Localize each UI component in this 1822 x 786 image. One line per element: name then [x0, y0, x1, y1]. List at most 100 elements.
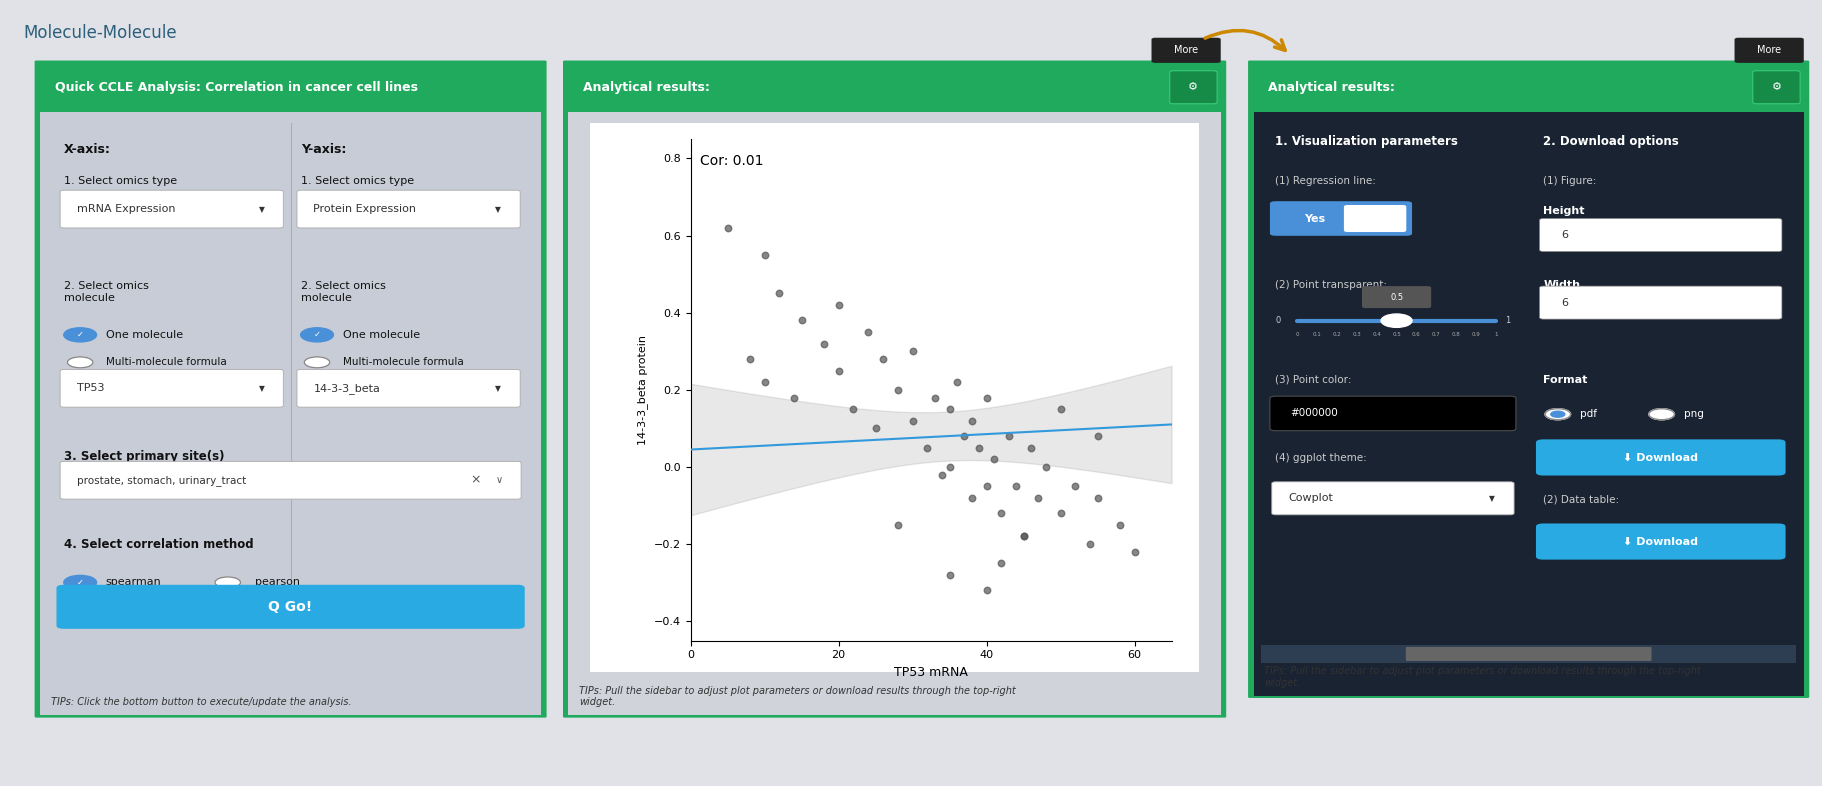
- Text: ▼: ▼: [259, 384, 264, 393]
- Point: [1082, 491, 1111, 504]
- Point: [898, 345, 927, 358]
- Text: ✓: ✓: [77, 578, 84, 587]
- FancyBboxPatch shape: [1540, 219, 1782, 252]
- Text: One molecule: One molecule: [106, 330, 182, 340]
- Point: [1017, 442, 1046, 454]
- FancyBboxPatch shape: [1536, 439, 1786, 476]
- Text: Q Go!: Q Go!: [268, 600, 313, 614]
- Text: ⬇ Download: ⬇ Download: [1623, 537, 1698, 546]
- FancyBboxPatch shape: [1361, 286, 1432, 308]
- Text: ∨: ∨: [496, 476, 503, 485]
- FancyBboxPatch shape: [40, 63, 541, 112]
- Text: ▼: ▼: [259, 204, 264, 214]
- Circle shape: [215, 577, 241, 588]
- Text: More: More: [1756, 46, 1782, 55]
- Text: png: png: [1684, 410, 1704, 419]
- FancyBboxPatch shape: [60, 369, 284, 407]
- Text: Protein Expression: Protein Expression: [313, 204, 417, 214]
- Circle shape: [1381, 314, 1412, 327]
- Text: More: More: [1173, 46, 1199, 55]
- Point: [780, 391, 809, 404]
- Point: [1002, 480, 1031, 493]
- Point: [957, 414, 986, 427]
- Text: 1. Select omics type: 1. Select omics type: [64, 176, 177, 185]
- FancyBboxPatch shape: [1261, 645, 1796, 663]
- Point: [712, 222, 742, 234]
- Point: [971, 391, 1000, 404]
- Point: [1009, 530, 1039, 542]
- Text: 6: 6: [1561, 298, 1569, 307]
- Point: [751, 248, 780, 261]
- Text: 0.6: 0.6: [1412, 332, 1421, 336]
- Circle shape: [64, 575, 97, 590]
- Point: [949, 430, 978, 443]
- Point: [971, 480, 1000, 493]
- Circle shape: [1649, 409, 1674, 420]
- Text: 0.5: 0.5: [1390, 292, 1403, 302]
- Text: Width: Width: [1543, 281, 1580, 290]
- Text: Cowplot: Cowplot: [1288, 494, 1334, 503]
- Text: 0.3: 0.3: [1352, 332, 1361, 336]
- Text: 6: 6: [1561, 230, 1569, 240]
- Point: [838, 403, 867, 416]
- Circle shape: [67, 357, 93, 368]
- Text: 0.5: 0.5: [1392, 332, 1401, 336]
- FancyBboxPatch shape: [1540, 286, 1782, 319]
- Point: [957, 491, 986, 504]
- Text: 0.9: 0.9: [1472, 332, 1481, 336]
- Text: pearson: pearson: [255, 578, 301, 587]
- Point: [1024, 491, 1053, 504]
- Text: 3. Select primary site(s): 3. Select primary site(s): [64, 450, 224, 463]
- Circle shape: [304, 357, 330, 368]
- Point: [971, 584, 1000, 597]
- FancyBboxPatch shape: [1254, 63, 1804, 112]
- Text: 0.4: 0.4: [1372, 332, 1381, 336]
- X-axis label: TP53 mRNA: TP53 mRNA: [895, 666, 967, 679]
- FancyBboxPatch shape: [590, 123, 1199, 672]
- Point: [980, 453, 1009, 465]
- Text: One molecule: One molecule: [343, 330, 419, 340]
- Point: [1075, 538, 1104, 550]
- FancyBboxPatch shape: [60, 190, 284, 228]
- Point: [988, 557, 1017, 570]
- Point: [884, 384, 913, 396]
- Point: [809, 337, 838, 350]
- Point: [824, 364, 853, 376]
- Point: [942, 376, 971, 388]
- Text: ▼: ▼: [1489, 494, 1496, 503]
- Text: Analytical results:: Analytical results:: [1268, 81, 1396, 94]
- Text: Analytical results:: Analytical results:: [583, 81, 711, 94]
- Text: 1: 1: [1494, 332, 1498, 336]
- Text: 1. Select omics type: 1. Select omics type: [301, 176, 414, 185]
- FancyBboxPatch shape: [1735, 38, 1804, 63]
- Text: mRNA Expression: mRNA Expression: [77, 204, 175, 214]
- Text: ▼: ▼: [496, 204, 501, 214]
- FancyBboxPatch shape: [1248, 61, 1809, 698]
- Point: [927, 468, 957, 481]
- Point: [935, 403, 964, 416]
- Text: 0.2: 0.2: [1332, 332, 1341, 336]
- Circle shape: [1551, 411, 1565, 417]
- Text: ▼: ▼: [496, 384, 501, 393]
- Text: TIPs: Pull the sidebar to adjust plot parameters or download results through the: TIPs: Pull the sidebar to adjust plot pa…: [579, 686, 1017, 707]
- Point: [862, 422, 891, 435]
- Text: 0.8: 0.8: [1452, 332, 1461, 336]
- Point: [920, 391, 949, 404]
- Text: (2) Point transparent:: (2) Point transparent:: [1275, 281, 1387, 290]
- Text: (3) Point color:: (3) Point color:: [1275, 375, 1352, 384]
- Point: [765, 287, 794, 299]
- Text: 1: 1: [1505, 316, 1510, 325]
- Text: 0: 0: [1295, 332, 1299, 336]
- Point: [1031, 461, 1060, 473]
- Point: [1082, 430, 1111, 443]
- Text: (1) Regression line:: (1) Regression line:: [1275, 176, 1376, 185]
- Text: prostate, stomach, urinary_tract: prostate, stomach, urinary_tract: [77, 475, 246, 486]
- Point: [995, 430, 1024, 443]
- Point: [787, 314, 816, 327]
- Point: [1009, 530, 1039, 542]
- Text: 4. Select correlation method: 4. Select correlation method: [64, 538, 253, 551]
- FancyBboxPatch shape: [1254, 112, 1804, 696]
- Text: pdf: pdf: [1580, 410, 1596, 419]
- FancyBboxPatch shape: [1270, 201, 1412, 236]
- Text: ×: ×: [470, 474, 481, 487]
